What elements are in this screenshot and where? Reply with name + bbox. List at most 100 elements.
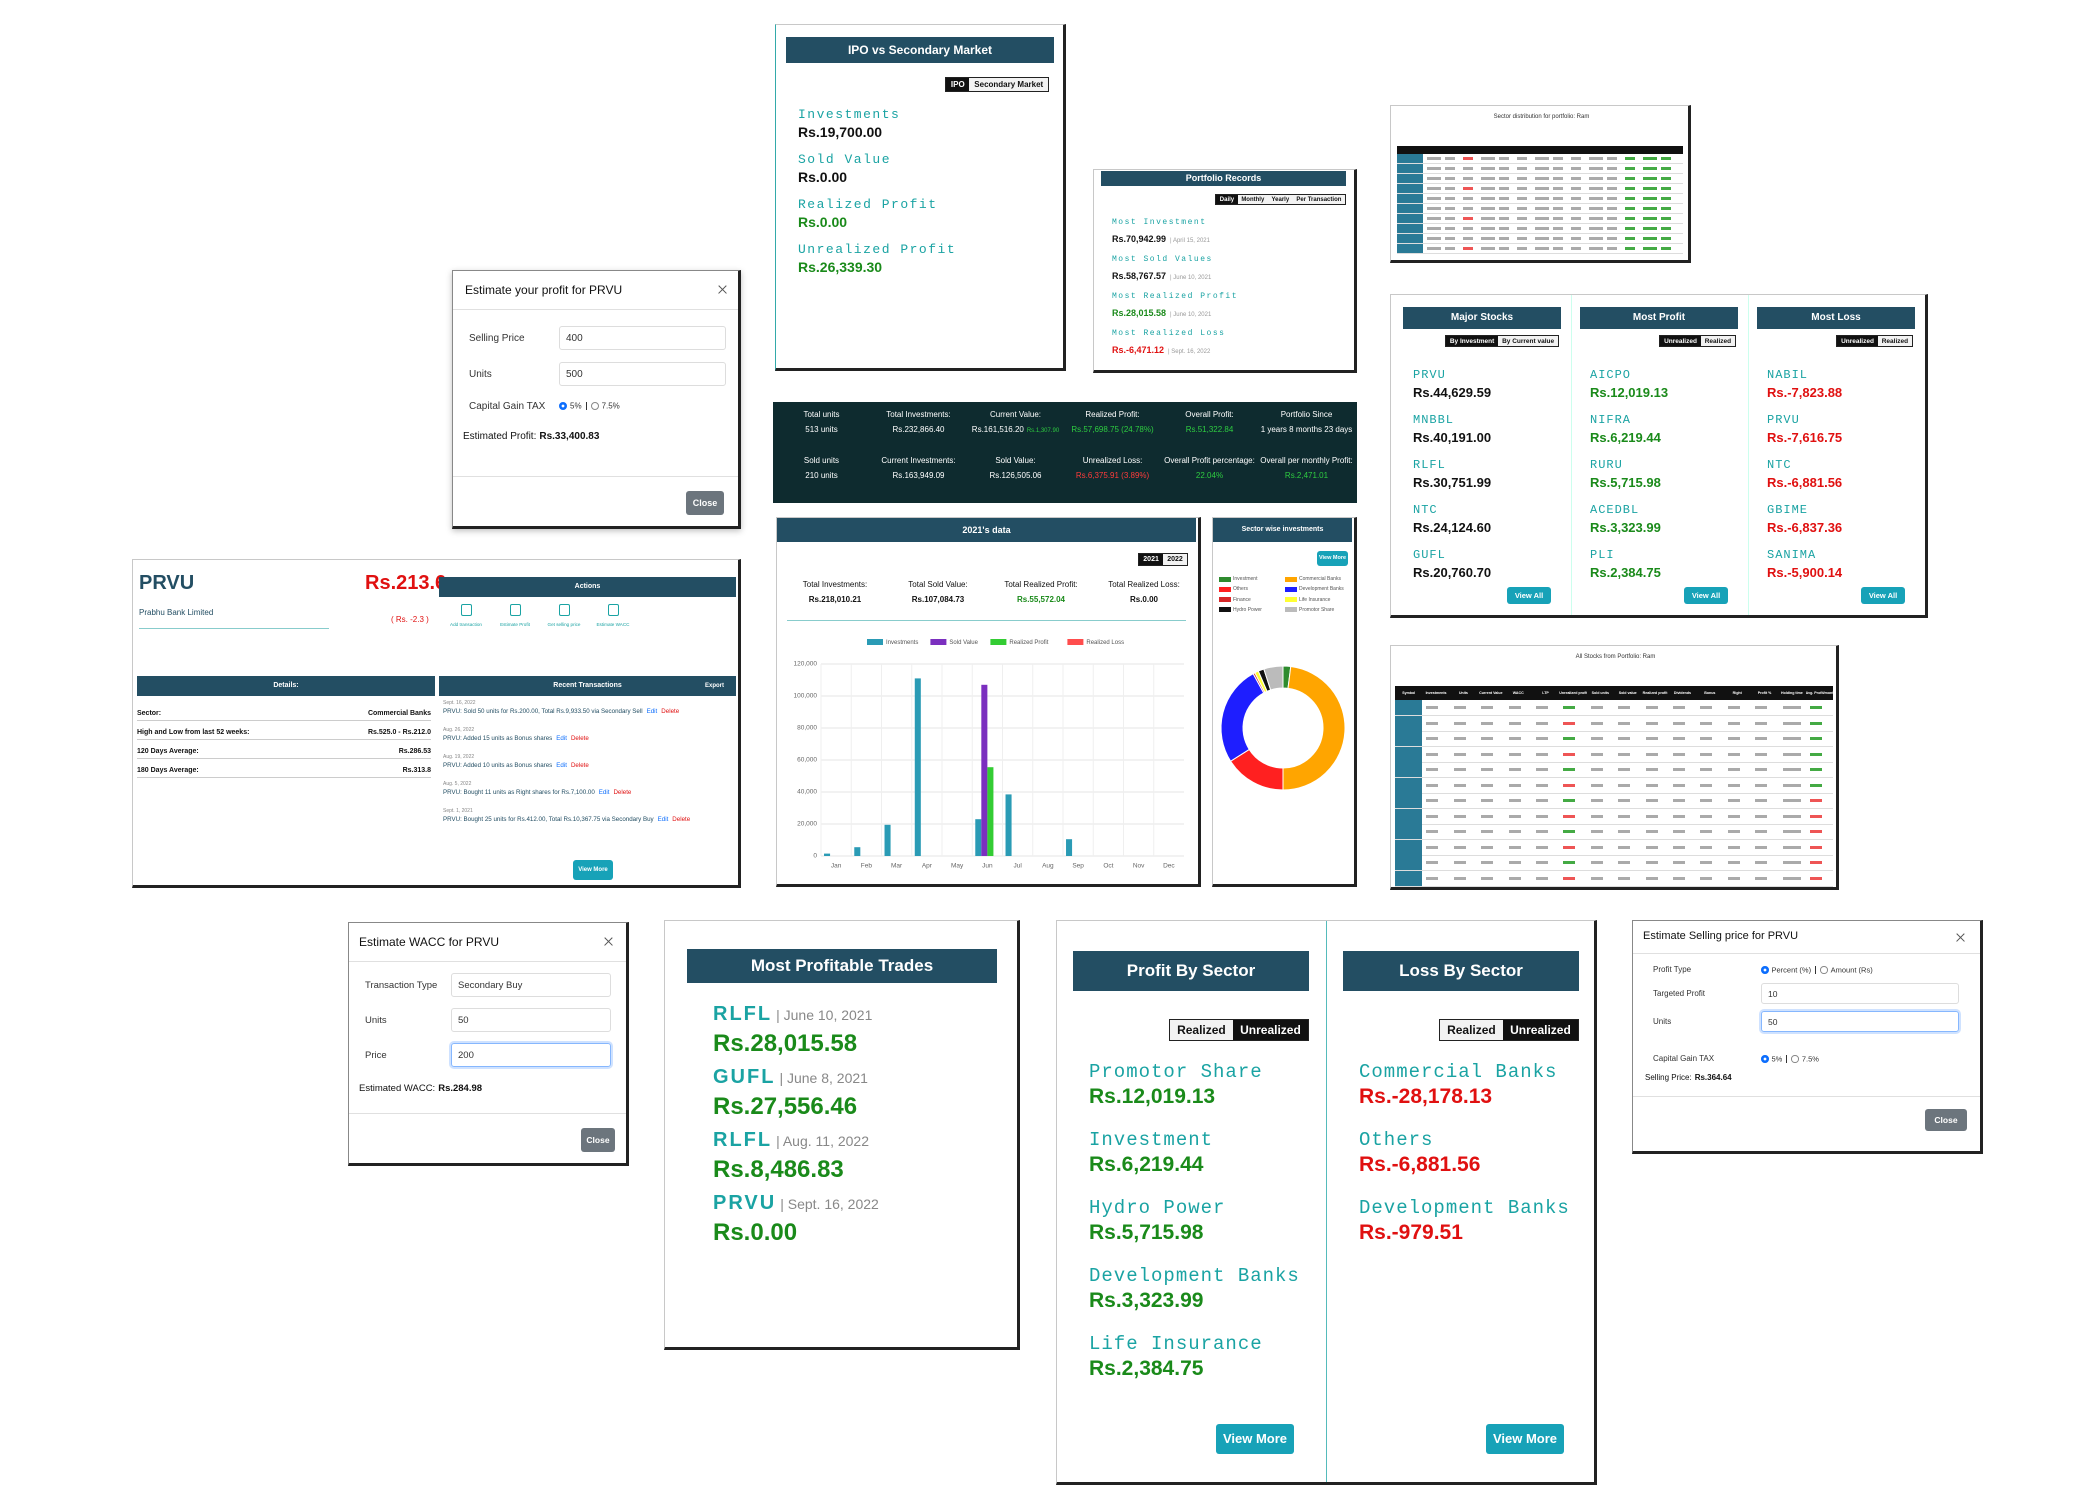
button[interactable]: View All — [1507, 587, 1551, 604]
tab-group: IPO Secondary Market — [945, 77, 1049, 92]
cell-text — [1426, 814, 1439, 818]
cell-text — [1453, 737, 1466, 740]
input-field[interactable]: 10 — [1761, 983, 1959, 1004]
cell-text — [1426, 845, 1439, 849]
cell-text — [1673, 706, 1685, 709]
tab[interactable]: Realized — [1877, 336, 1912, 347]
tab[interactable]: IPO — [946, 78, 970, 91]
tab[interactable]: Realized — [1169, 1020, 1233, 1040]
edit-link[interactable]: Edit — [556, 735, 567, 742]
button[interactable]: Close — [686, 491, 724, 515]
summary-value: 1 years 8 months 23 days — [1260, 425, 1353, 434]
tab[interactable]: 2022 — [1163, 554, 1187, 565]
edit-link[interactable]: Edit — [598, 789, 610, 796]
tab[interactable]: Realized — [1439, 1020, 1503, 1040]
radio[interactable] — [1761, 1055, 1769, 1063]
button[interactable]: View All — [1684, 587, 1728, 604]
close-icon[interactable] — [1955, 931, 1966, 942]
tab[interactable]: Secondary Market — [969, 78, 1048, 91]
cell-text — [1625, 237, 1635, 240]
table-row — [1395, 747, 1833, 763]
tab[interactable]: By Current value — [1498, 336, 1558, 347]
edit-link[interactable]: Edit — [657, 816, 669, 823]
radio[interactable] — [1761, 966, 1769, 974]
cell-text — [1536, 752, 1548, 756]
cell-text — [1481, 737, 1494, 740]
divider — [349, 961, 626, 962]
legend-label: Investments — [886, 640, 918, 646]
tab[interactable]: By Investment — [1445, 336, 1499, 347]
tab[interactable]: Unrealized — [1232, 1020, 1308, 1040]
tab[interactable]: Yearly — [1267, 195, 1293, 204]
tab[interactable]: Unrealized — [1837, 336, 1878, 347]
cell-text — [1782, 783, 1801, 787]
legend-item: Commercial Banks — [1285, 576, 1351, 582]
tab[interactable]: Daily — [1216, 195, 1238, 204]
delete-link[interactable]: Delete — [661, 708, 680, 715]
button[interactable]: View More — [573, 860, 613, 880]
delete-link[interactable]: Delete — [613, 789, 632, 796]
trade-row: RLFL | June 10, 2021 — [713, 1003, 872, 1026]
cell-text — [1590, 721, 1603, 725]
cell-text — [1618, 721, 1631, 725]
row-head-cell — [1397, 244, 1423, 253]
button[interactable]: View All — [1861, 587, 1905, 604]
column-header: Holding time — [1781, 691, 1803, 695]
tab[interactable]: Monthly — [1237, 195, 1268, 204]
edit-link[interactable]: Edit — [556, 762, 567, 769]
action-button[interactable]: Estimate Profit — [492, 604, 538, 627]
button[interactable]: View More — [1486, 1424, 1564, 1454]
tab[interactable]: Unrealized — [1502, 1020, 1578, 1040]
item-value-row: Rs.3,323.99 — [1089, 1289, 1300, 1313]
input-field[interactable]: 200 — [451, 1043, 611, 1067]
summary-value: Rs.57,698.75 (24.78%) — [1071, 425, 1154, 434]
input-field[interactable]: 400 — [559, 326, 726, 350]
action-button[interactable]: Add transaction — [443, 604, 489, 627]
close-icon[interactable] — [603, 935, 614, 946]
cell-text — [1463, 237, 1473, 240]
item-label: ACEDBL — [1590, 503, 1640, 517]
input-field[interactable]: 50 — [451, 1008, 611, 1032]
close-icon[interactable] — [717, 283, 728, 294]
input-field[interactable]: Secondary Buy — [451, 973, 611, 997]
item-value: Rs.5,715.98 — [1590, 475, 1661, 490]
input-field[interactable]: 50 — [1761, 1011, 1959, 1032]
trade-value: Rs.8,486.83 — [713, 1156, 844, 1183]
tab[interactable]: Unrealized — [1660, 336, 1701, 347]
radio[interactable] — [1820, 966, 1828, 974]
item-label: Hydro Power — [1089, 1197, 1226, 1219]
cell-text — [1673, 845, 1685, 849]
trade-symbol: GUFL — [713, 1066, 776, 1088]
tab[interactable]: Realized — [1700, 336, 1735, 347]
legend-item: Development Banks — [1285, 586, 1351, 592]
cell-text — [1535, 217, 1549, 220]
item-value: Rs.5,715.98 — [1089, 1221, 1204, 1244]
cell-text — [1589, 247, 1603, 250]
radio[interactable] — [1791, 1055, 1799, 1063]
action-button[interactable]: Estimate WACC — [590, 604, 636, 627]
delete-link[interactable]: Delete — [570, 762, 589, 769]
tab[interactable]: 2021 — [1139, 554, 1164, 565]
field-label: Units — [469, 369, 492, 380]
button[interactable]: View More — [1216, 1424, 1294, 1454]
cell-text — [1782, 706, 1801, 709]
delete-link[interactable]: Delete — [570, 735, 589, 742]
delete-link[interactable]: Delete — [672, 816, 691, 823]
tab[interactable]: Per Transaction — [1292, 195, 1345, 204]
legend-label: Life Insurance — [1299, 596, 1331, 603]
button[interactable]: Close — [1925, 1109, 1967, 1131]
export-button[interactable]: Export — [705, 683, 725, 689]
bar — [981, 684, 988, 856]
radio[interactable] — [590, 401, 599, 410]
radio[interactable] — [559, 401, 567, 410]
cell-text — [1590, 861, 1603, 864]
cell-text — [1481, 197, 1495, 200]
button[interactable]: Close — [581, 1128, 615, 1152]
cell-text — [1755, 830, 1768, 833]
cell-text — [1590, 830, 1603, 833]
button[interactable]: View More — [1317, 551, 1348, 566]
input-field[interactable]: 500 — [559, 362, 726, 386]
edit-link[interactable]: Edit — [646, 708, 658, 715]
panel-header: Loss By Sector — [1343, 951, 1579, 991]
action-button[interactable]: Get selling price — [541, 604, 587, 627]
